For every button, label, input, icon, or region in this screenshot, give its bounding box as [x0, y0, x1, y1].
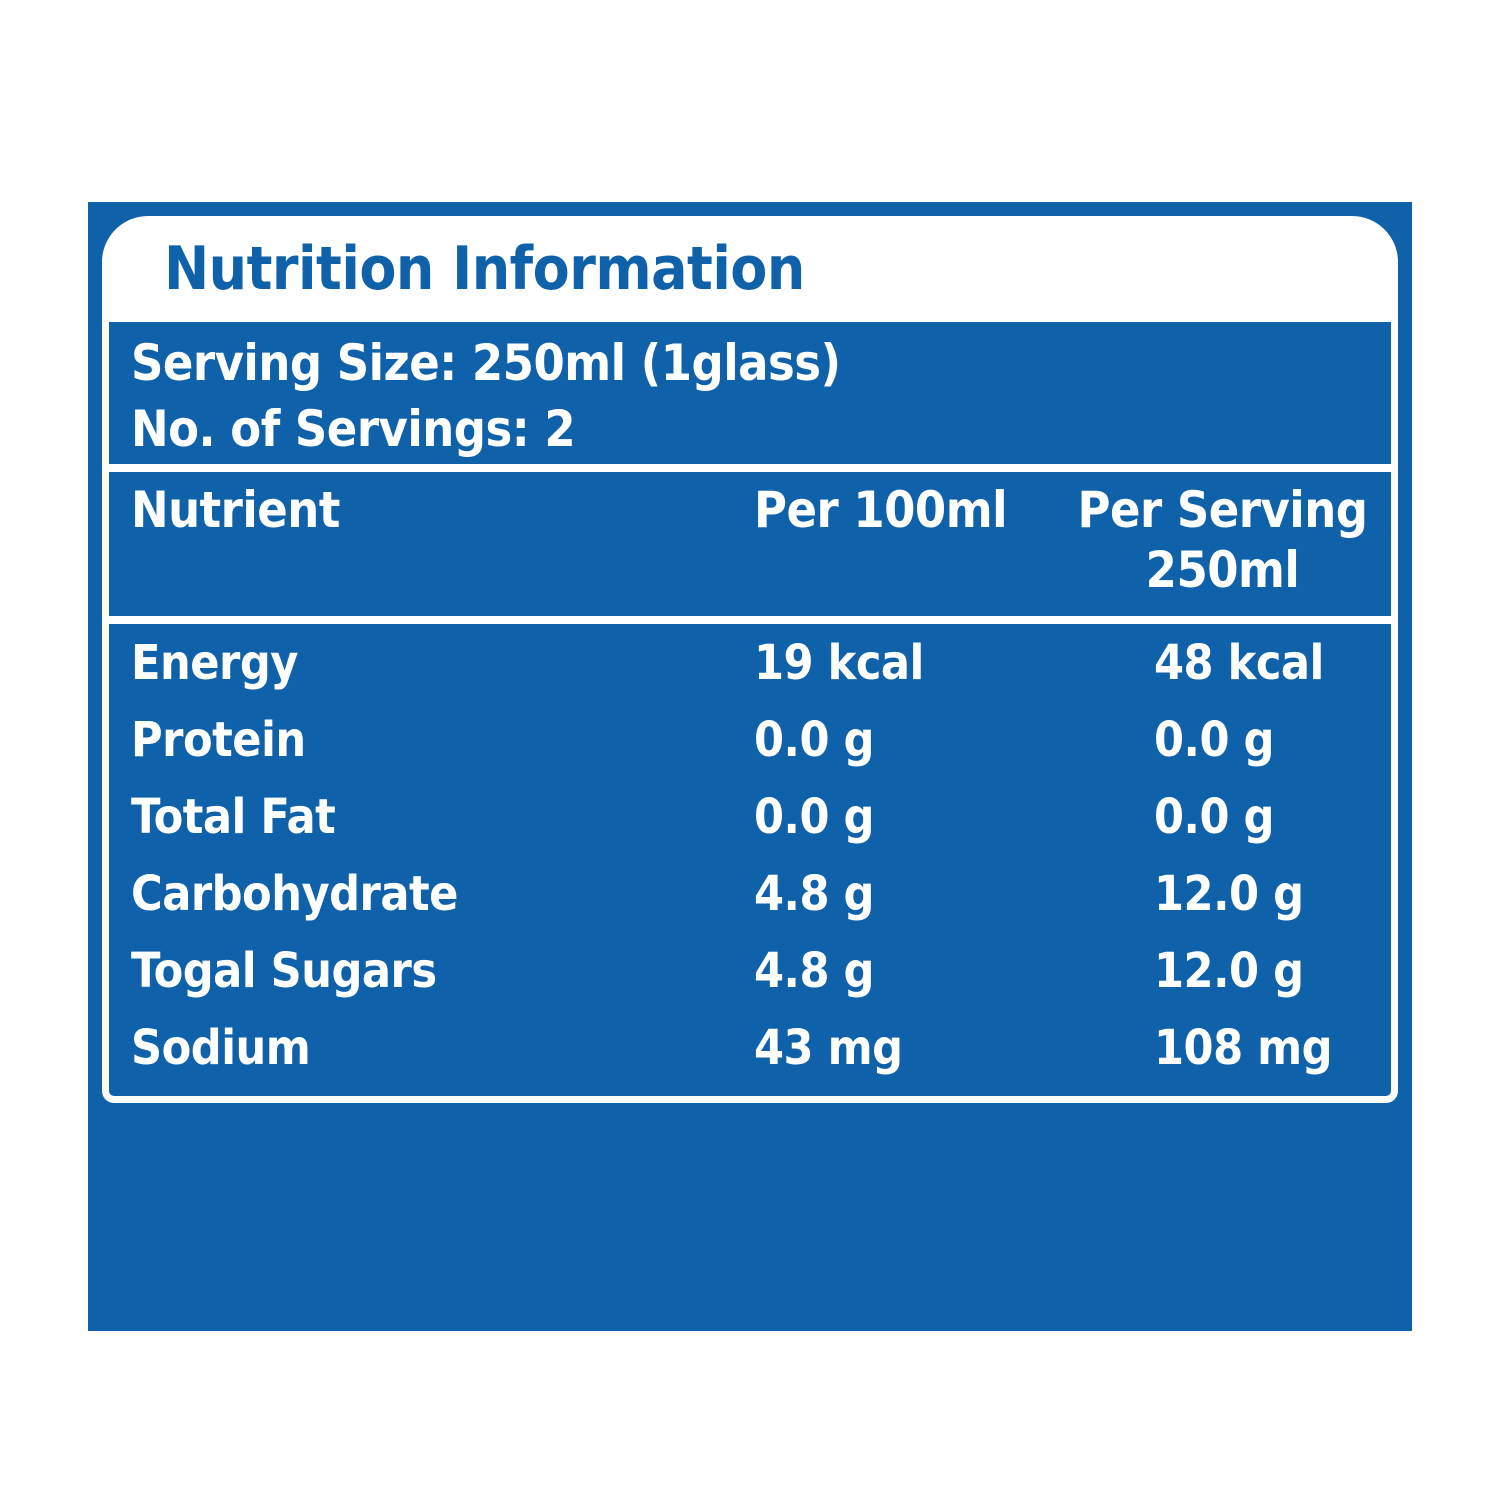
per-100ml-value-cell: 0.0 g [754, 788, 874, 845]
nutrient-name-cell: Energy [131, 634, 298, 691]
serving-info-section: Serving Size: 250ml (1glass) No. of Serv… [109, 322, 1391, 472]
servings-count-text: No. of Servings: 2 [131, 400, 576, 458]
per-100ml-value-cell: 43 mg [754, 1019, 903, 1076]
per-serving-column-header: Per Serving 250ml [1054, 480, 1391, 616]
serving-size-text: Serving Size: 250ml (1glass) [131, 334, 841, 392]
per-100ml-value-cell: 4.8 g [754, 942, 874, 999]
table-row: Protein 0.0 g 0.0 g [109, 701, 1391, 778]
nutrition-label-card: Nutrition Information Serving Size: 250m… [88, 202, 1412, 1331]
page-title: Nutrition Information [164, 234, 805, 304]
nutrient-name-cell: Protein [131, 711, 306, 768]
per-serving-value-cell: 108 mg [1154, 1019, 1333, 1076]
per-serving-value-cell: 0.0 g [1154, 711, 1274, 768]
per-serving-value-cell: 0.0 g [1154, 788, 1274, 845]
nutrient-name-cell: Carbohydrate [131, 865, 458, 922]
per-100ml-value-cell: 0.0 g [754, 711, 874, 768]
per-serving-value-cell: 48 kcal [1154, 634, 1324, 691]
per-serving-header-line2: 250ml [1145, 541, 1300, 599]
table-header-row: Nutrient Per 100ml Per Serving 250ml [109, 472, 1391, 624]
per-serving-value-cell: 12.0 g [1154, 942, 1304, 999]
per-serving-header-line1: Per Serving [1077, 481, 1368, 539]
nutrient-name-cell: Togal Sugars [131, 942, 437, 999]
per-serving-value-cell: 12.0 g [1154, 865, 1304, 922]
table-row: Sodium 43 mg 108 mg [109, 1009, 1391, 1086]
table-row: Total Fat 0.0 g 0.0 g [109, 778, 1391, 855]
nutrient-name-cell: Sodium [131, 1019, 311, 1076]
nutrient-name-cell: Total Fat [131, 788, 336, 845]
table-row: Energy 19 kcal 48 kcal [109, 624, 1391, 701]
table-row: Carbohydrate 4.8 g 12.0 g [109, 855, 1391, 932]
per-100ml-value-cell: 4.8 g [754, 865, 874, 922]
table-body: Energy 19 kcal 48 kcal Protein 0.0 g 0.0… [109, 624, 1391, 1086]
nutrition-table: Serving Size: 250ml (1glass) No. of Serv… [102, 322, 1398, 1103]
per-100ml-value-cell: 19 kcal [754, 634, 924, 691]
label-title-panel: Nutrition Information [102, 216, 1398, 322]
per-100ml-column-header: Per 100ml [754, 481, 1008, 539]
table-row: Togal Sugars 4.8 g 12.0 g [109, 932, 1391, 1009]
nutrient-column-header: Nutrient [131, 481, 340, 539]
